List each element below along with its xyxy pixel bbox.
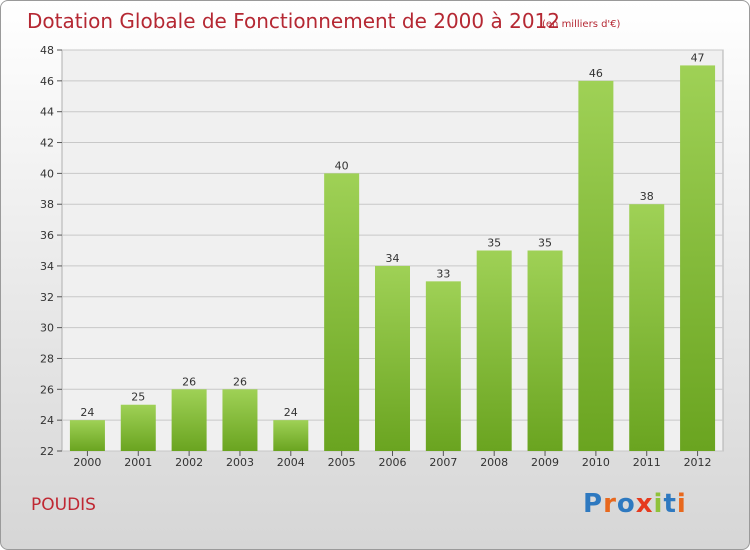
- y-tick-label: 28: [40, 352, 54, 365]
- logo-letter: t: [663, 489, 677, 519]
- x-tick-label: 2009: [531, 456, 559, 469]
- bar-value-label: 24: [284, 406, 298, 419]
- bar: [680, 65, 716, 451]
- bar-value-label: 35: [538, 237, 552, 250]
- logo-letter: r: [603, 489, 617, 519]
- bar: [222, 389, 258, 451]
- bar: [171, 389, 207, 451]
- x-tick-label: 2002: [175, 456, 203, 469]
- logo-letter: i: [676, 489, 687, 519]
- x-tick-label: 2000: [73, 456, 101, 469]
- bar-value-label: 24: [80, 406, 94, 419]
- bar-value-label: 46: [589, 67, 603, 80]
- x-tick-label: 2003: [226, 456, 254, 469]
- y-tick-label: 24: [40, 414, 54, 427]
- x-tick-label: 2010: [582, 456, 610, 469]
- y-tick-label: 46: [40, 75, 54, 88]
- logo-letter: i: [653, 489, 664, 519]
- bar: [578, 80, 614, 451]
- bar-value-label: 26: [233, 375, 247, 388]
- bar-value-label: 38: [640, 190, 654, 203]
- logo-letter: o: [616, 489, 636, 519]
- y-tick-label: 34: [40, 260, 54, 273]
- bar: [527, 250, 563, 451]
- x-tick-label: 2006: [379, 456, 407, 469]
- bar: [375, 265, 410, 451]
- chart-subtitle: (en milliers d'€): [542, 19, 621, 30]
- y-tick-label: 42: [40, 137, 54, 150]
- bar: [120, 404, 156, 451]
- x-tick-label: 2004: [277, 456, 305, 469]
- x-tick-label: 2012: [684, 456, 712, 469]
- bar-value-label: 25: [131, 391, 145, 404]
- bar: [629, 204, 665, 451]
- y-tick-label: 38: [40, 198, 54, 211]
- x-tick-label: 2011: [633, 456, 661, 469]
- x-tick-label: 2007: [429, 456, 457, 469]
- y-tick-label: 44: [40, 106, 54, 119]
- y-tick-label: 26: [40, 383, 54, 396]
- bar-value-label: 35: [487, 237, 501, 250]
- bar-value-label: 47: [691, 51, 705, 64]
- bar-value-label: 33: [436, 267, 450, 280]
- bar: [324, 173, 360, 451]
- y-tick-label: 22: [40, 445, 54, 458]
- y-tick-label: 32: [40, 291, 54, 304]
- bar-value-label: 40: [335, 159, 349, 172]
- proxiti-logo: Proxiti: [583, 489, 687, 519]
- y-tick-label: 48: [40, 44, 54, 57]
- x-tick-label: 2001: [124, 456, 152, 469]
- logo-letter: x: [635, 489, 654, 519]
- chart-title: Dotation Globale de Fonctionnement de 20…: [27, 9, 560, 33]
- x-tick-label: 2005: [328, 456, 356, 469]
- bar: [425, 281, 461, 451]
- bar: [69, 420, 105, 451]
- y-tick-label: 40: [40, 167, 54, 180]
- x-tick-label: 2008: [480, 456, 508, 469]
- bar: [273, 420, 309, 451]
- y-tick-label: 30: [40, 322, 54, 335]
- bar-value-label: 26: [182, 375, 196, 388]
- y-tick-label: 36: [40, 229, 54, 242]
- commune-name: POUDIS: [31, 495, 96, 515]
- bar-value-label: 34: [386, 252, 400, 265]
- bar: [476, 250, 512, 451]
- logo-letter: P: [583, 489, 604, 519]
